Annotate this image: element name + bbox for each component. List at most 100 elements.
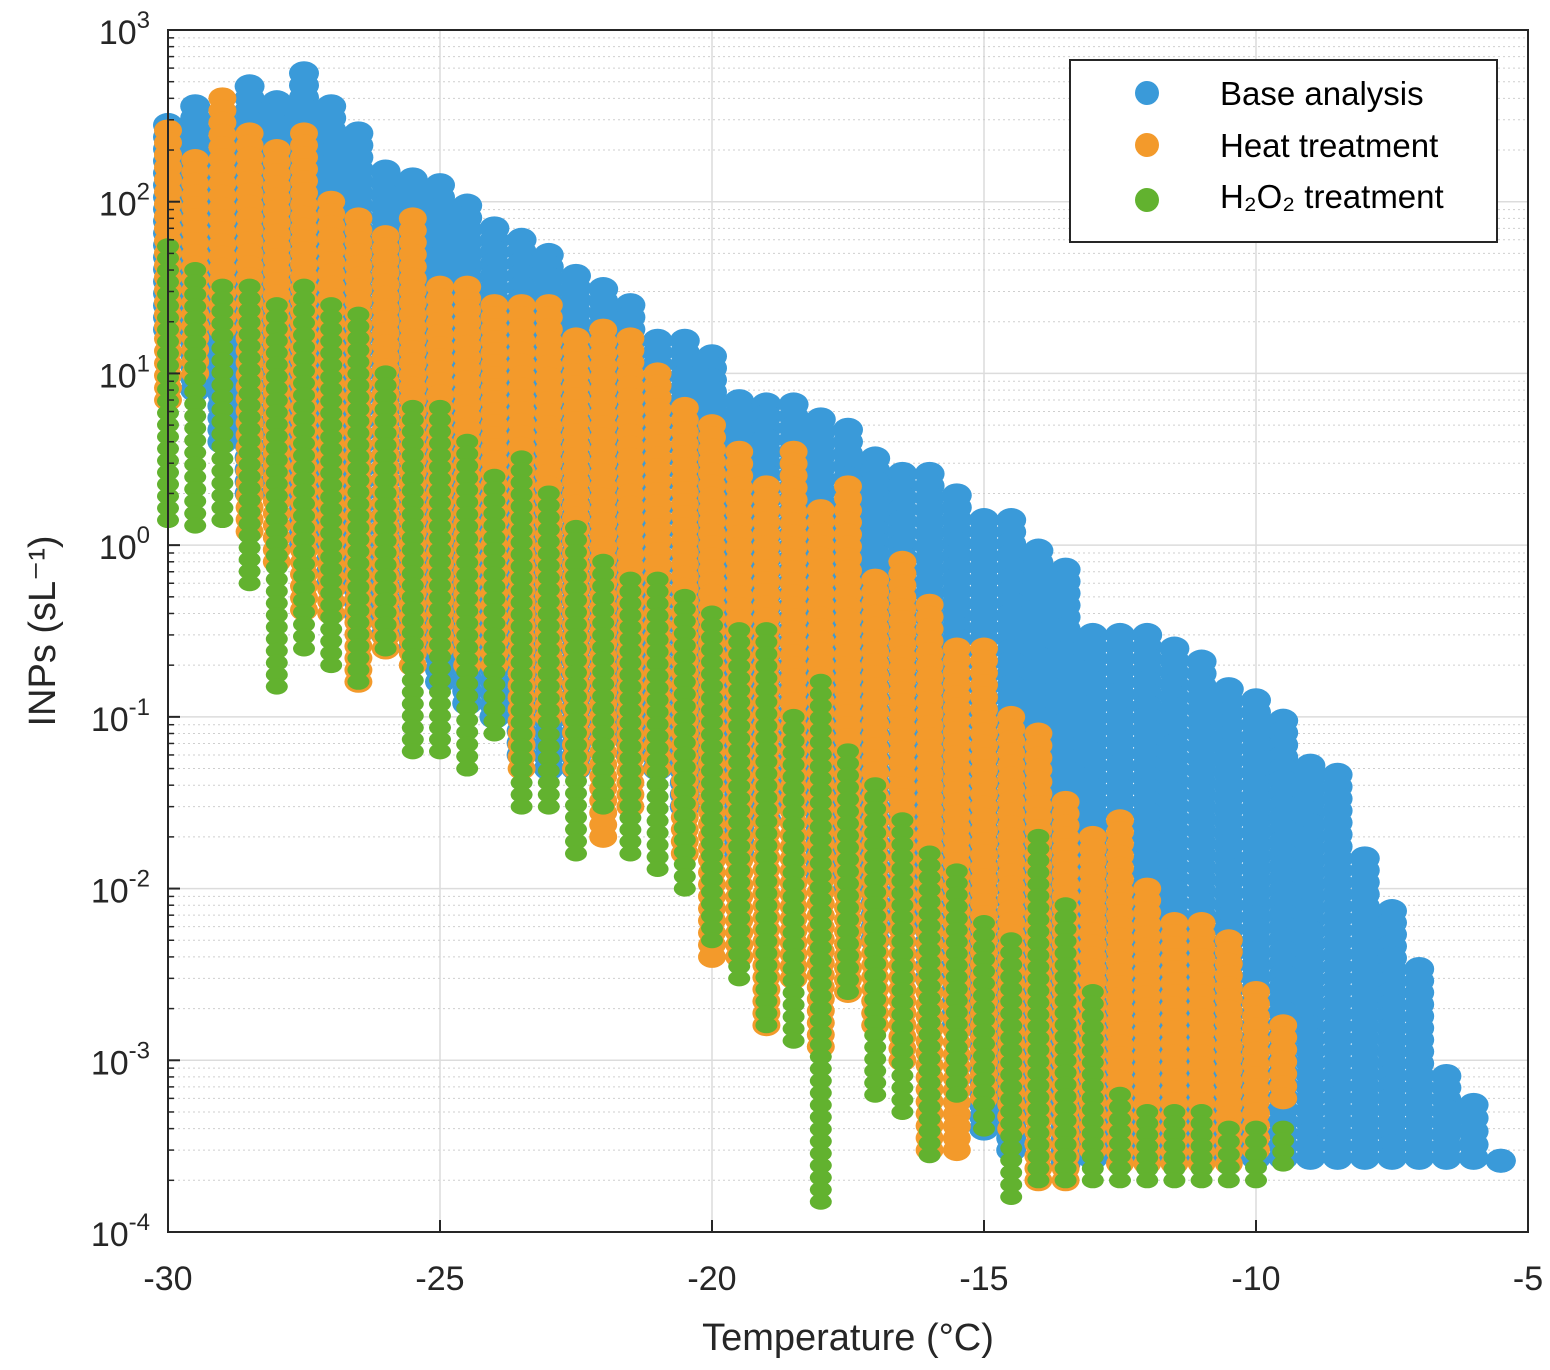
- y-tick-label: 101: [99, 350, 150, 395]
- h2o2-treatment-point: [619, 738, 642, 755]
- h2o2-treatment-point: [374, 640, 397, 657]
- h2o2-treatment-point: [728, 874, 751, 891]
- h2o2-treatment-point: [320, 345, 343, 362]
- h2o2-treatment-point: [1000, 1066, 1023, 1083]
- h2o2-treatment-point: [973, 939, 995, 956]
- h2o2-treatment-point: [945, 980, 968, 997]
- h2o2-treatment-point: [701, 653, 723, 670]
- h2o2-treatment-point: [755, 873, 778, 890]
- h2o2-treatment-point: [837, 875, 859, 892]
- h2o2-treatment-point: [592, 627, 615, 644]
- h2o2-treatment-point: [1027, 1148, 1050, 1165]
- h2o2-treatment-point: [1081, 1125, 1104, 1142]
- h2o2-treatment-point: [211, 499, 234, 516]
- h2o2-treatment-point: [347, 590, 370, 607]
- h2o2-treatment-point: [401, 565, 424, 582]
- h2o2-treatment-point: [782, 732, 805, 749]
- h2o2-treatment-point: [456, 542, 479, 559]
- h2o2-treatment-point: [918, 905, 941, 922]
- h2o2-treatment-point: [1081, 1148, 1104, 1165]
- h2o2-treatment-point: [483, 627, 506, 644]
- h2o2-treatment-point: [891, 1079, 914, 1096]
- h2o2-treatment-point: [945, 957, 968, 974]
- h2o2-treatment-point: [565, 809, 587, 826]
- h2o2-treatment-point: [619, 774, 642, 791]
- h2o2-treatment-point: [347, 484, 370, 501]
- h2o2-treatment-point: [809, 891, 832, 908]
- h2o2-treatment-point: [701, 762, 723, 779]
- h2o2-treatment-point: [456, 736, 479, 753]
- h2o2-treatment-point: [755, 765, 778, 782]
- h2o2-treatment-point: [592, 651, 615, 668]
- h2o2-treatment-point: [619, 666, 642, 683]
- h2o2-treatment-point: [293, 363, 315, 380]
- h2o2-treatment-point: [619, 726, 642, 743]
- h2o2-treatment-point: [592, 761, 615, 778]
- h2o2-treatment-point: [293, 568, 315, 585]
- h2o2-treatment-point: [701, 859, 723, 876]
- h2o2-treatment-point: [945, 863, 968, 880]
- x-tick-label: -5: [1513, 1260, 1543, 1298]
- h2o2-treatment-point: [1027, 982, 1050, 999]
- h2o2-treatment-point: [945, 1016, 968, 1033]
- h2o2-treatment-point: [1027, 852, 1050, 869]
- h2o2-treatment-point: [1054, 1100, 1077, 1117]
- h2o2-treatment-point: [537, 545, 560, 562]
- h2o2-treatment-point: [755, 909, 778, 926]
- h2o2-treatment-point: [701, 774, 723, 791]
- h2o2-treatment-point: [510, 690, 533, 707]
- h2o2-treatment-point: [973, 987, 995, 1004]
- h2o2-treatment-point: [320, 585, 343, 602]
- h2o2-treatment-point: [293, 604, 315, 621]
- h2o2-treatment-point: [510, 510, 533, 527]
- h2o2-treatment-point: [864, 1027, 887, 1044]
- h2o2-treatment-point: [1000, 1005, 1023, 1022]
- h2o2-treatment-point: [347, 567, 370, 584]
- h2o2-treatment-point: [293, 399, 315, 416]
- h2o2-treatment-point: [265, 440, 288, 457]
- h2o2-treatment-point: [755, 813, 778, 830]
- h2o2-treatment-point: [401, 660, 424, 677]
- h2o2-treatment-point: [918, 942, 941, 959]
- h2o2-treatment-point: [265, 499, 288, 516]
- h2o2-treatment-point: [429, 660, 451, 677]
- h2o2-treatment-point: [537, 690, 560, 707]
- h2o2-treatment-point: [184, 432, 207, 449]
- h2o2-treatment-point: [483, 603, 506, 620]
- h2o2-treatment-point: [592, 676, 615, 693]
- h2o2-treatment-point: [809, 867, 832, 884]
- h2o2-treatment-point: [918, 1147, 941, 1164]
- h2o2-treatment-point: [755, 753, 778, 770]
- h2o2-treatment-point: [809, 818, 832, 835]
- h2o2-treatment-point: [184, 310, 207, 327]
- h2o2-treatment-point: [891, 909, 914, 926]
- h2o2-treatment-point: [646, 848, 669, 865]
- h2o2-treatment-point: [592, 786, 615, 803]
- h2o2-treatment-point: [891, 994, 914, 1011]
- h2o2-treatment-point: [592, 700, 615, 717]
- heat-treatment-point: [1269, 1087, 1298, 1110]
- h2o2-treatment-point: [755, 693, 778, 710]
- h2o2-treatment-point: [864, 1003, 887, 1020]
- h2o2-treatment-point: [429, 553, 451, 570]
- h2o2-treatment-point: [864, 884, 887, 901]
- h2o2-treatment-point: [1081, 1113, 1104, 1130]
- h2o2-treatment-point: [429, 565, 451, 582]
- h2o2-treatment-point: [374, 604, 397, 621]
- h2o2-treatment-point: [755, 969, 778, 986]
- h2o2-treatment-point: [1163, 1115, 1186, 1132]
- h2o2-treatment-point: [1027, 1160, 1050, 1177]
- h2o2-treatment-point: [184, 347, 207, 364]
- h2o2-treatment-point: [728, 778, 751, 795]
- h2o2-treatment-point: [809, 988, 832, 1005]
- h2o2-treatment-point: [429, 411, 451, 428]
- h2o2-treatment-point: [184, 359, 207, 376]
- h2o2-treatment-point: [728, 838, 751, 855]
- h2o2-treatment-point: [1272, 1155, 1295, 1172]
- h2o2-treatment-point: [374, 425, 397, 442]
- h2o2-treatment-point: [646, 704, 669, 721]
- h2o2-treatment-point: [619, 750, 642, 767]
- h2o2-treatment-point: [184, 481, 207, 498]
- h2o2-treatment-point: [374, 485, 397, 502]
- h2o2-treatment-point: [701, 932, 723, 949]
